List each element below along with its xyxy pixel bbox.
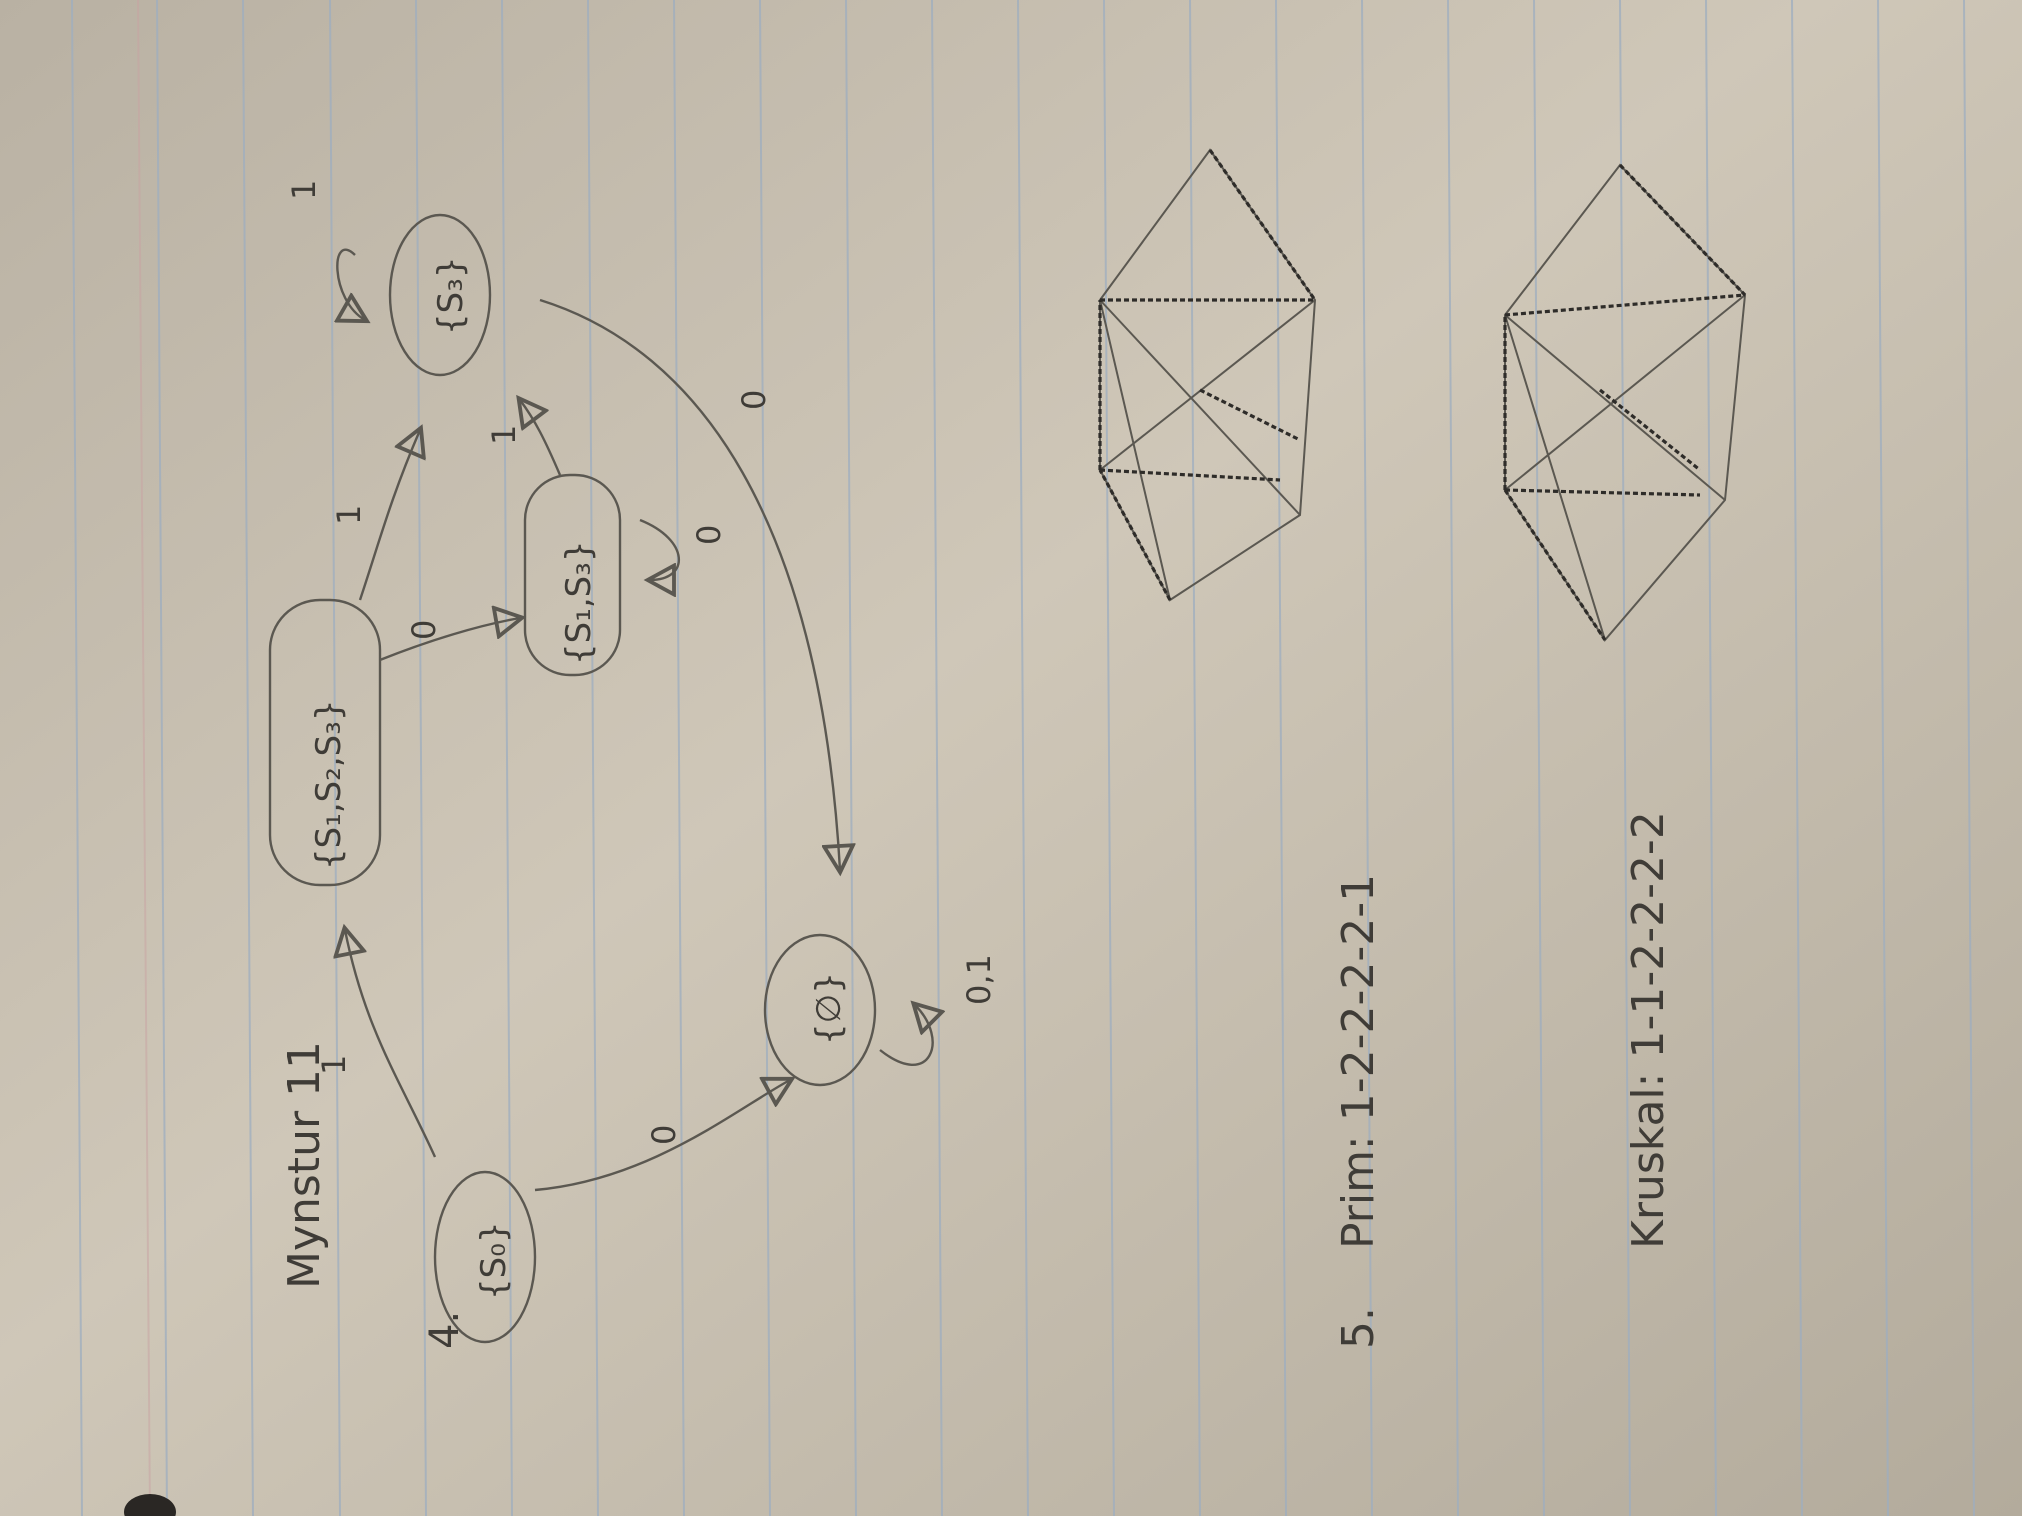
edge-label-s13-loop: 0: [690, 525, 728, 545]
state-s13: [523, 473, 622, 677]
problem-5-label: 5.: [1333, 1307, 1384, 1349]
problem-4-label: 4.: [422, 1311, 468, 1349]
edge-label-s0-s012: 1: [315, 1055, 353, 1075]
state-s0-label: {S₀}: [474, 1222, 514, 1300]
state-empty: [763, 933, 877, 1087]
prim-graph: [1098, 148, 1317, 602]
ruled-lines: [71, 0, 1975, 1516]
edge-label-s012-s13: 0: [405, 620, 443, 640]
kruskal-graph: [1503, 163, 1747, 643]
binder-hole: [124, 1494, 176, 1516]
edge-label-s3-loop: 1: [285, 180, 323, 200]
edge-label-s0-empty: 0: [645, 1125, 683, 1145]
state-s0: [433, 1170, 537, 1344]
state-s13-label: {S₁,S₃}: [559, 541, 599, 666]
edge-label-s13-s3: 1: [485, 425, 523, 445]
state-s3-label: {S₃}: [431, 257, 471, 335]
state-s012: [268, 598, 382, 887]
prim-sequence: Prim: 1-2-2-2-2-1: [1333, 874, 1384, 1249]
state-s3: [388, 213, 492, 377]
page-title: Mynstur 11: [279, 1041, 330, 1289]
automaton-diagram: [268, 213, 933, 1344]
state-s012-label: {S₁,S₂,S₃}: [309, 699, 349, 870]
edge-label-s3-empty: 0: [735, 390, 773, 410]
edge-label-s012-s3: 1: [330, 505, 368, 525]
kruskal-sequence: Kruskal: 1-1-2-2-2-2: [1623, 811, 1674, 1249]
state-empty-label: {∅}: [809, 972, 849, 1045]
edge-label-empty-loop: 0,1: [960, 954, 998, 1005]
